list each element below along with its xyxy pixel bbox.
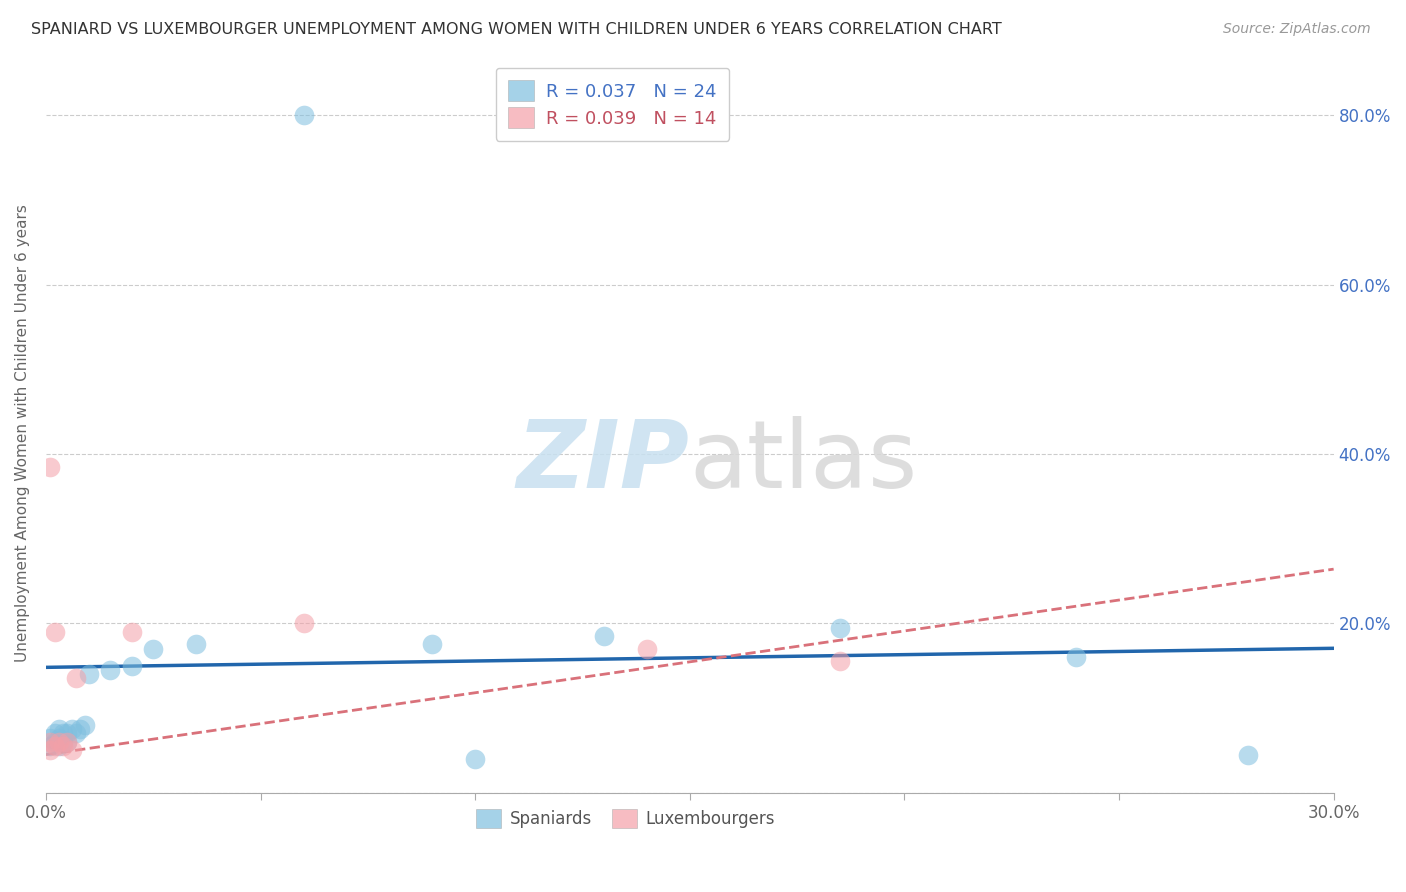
Point <box>464 752 486 766</box>
Point <box>1064 650 1087 665</box>
Point <box>44 739 66 753</box>
Point <box>121 624 143 639</box>
Text: atlas: atlas <box>690 416 918 508</box>
Point <box>77 667 100 681</box>
Point <box>48 722 70 736</box>
Point <box>65 726 87 740</box>
Point <box>52 735 75 749</box>
Point <box>48 735 70 749</box>
Point <box>593 629 616 643</box>
Point <box>142 641 165 656</box>
Point <box>121 658 143 673</box>
Point <box>56 726 79 740</box>
Point <box>48 739 70 753</box>
Text: SPANIARD VS LUXEMBOURGER UNEMPLOYMENT AMONG WOMEN WITH CHILDREN UNDER 6 YEARS CO: SPANIARD VS LUXEMBOURGER UNEMPLOYMENT AM… <box>31 22 1001 37</box>
Point <box>636 641 658 656</box>
Point <box>56 735 79 749</box>
Point <box>186 638 208 652</box>
Point <box>828 621 851 635</box>
Point <box>39 731 62 745</box>
Point <box>44 726 66 740</box>
Point <box>1236 747 1258 762</box>
Point <box>60 722 83 736</box>
Point <box>98 663 121 677</box>
Point <box>65 671 87 685</box>
Point <box>39 735 62 749</box>
Point <box>60 743 83 757</box>
Text: ZIP: ZIP <box>517 416 690 508</box>
Point <box>39 739 62 753</box>
Point <box>73 718 96 732</box>
Point <box>292 108 315 122</box>
Point <box>828 655 851 669</box>
Point <box>39 459 62 474</box>
Y-axis label: Unemployment Among Women with Children Under 6 years: Unemployment Among Women with Children U… <box>15 204 30 662</box>
Point <box>420 638 443 652</box>
Point <box>48 731 70 745</box>
Point <box>56 735 79 749</box>
Point <box>39 743 62 757</box>
Point <box>44 624 66 639</box>
Point <box>44 735 66 749</box>
Legend: Spaniards, Luxembourgers: Spaniards, Luxembourgers <box>470 802 782 835</box>
Point <box>69 722 91 736</box>
Text: Source: ZipAtlas.com: Source: ZipAtlas.com <box>1223 22 1371 37</box>
Point <box>52 726 75 740</box>
Point <box>292 616 315 631</box>
Point <box>52 739 75 753</box>
